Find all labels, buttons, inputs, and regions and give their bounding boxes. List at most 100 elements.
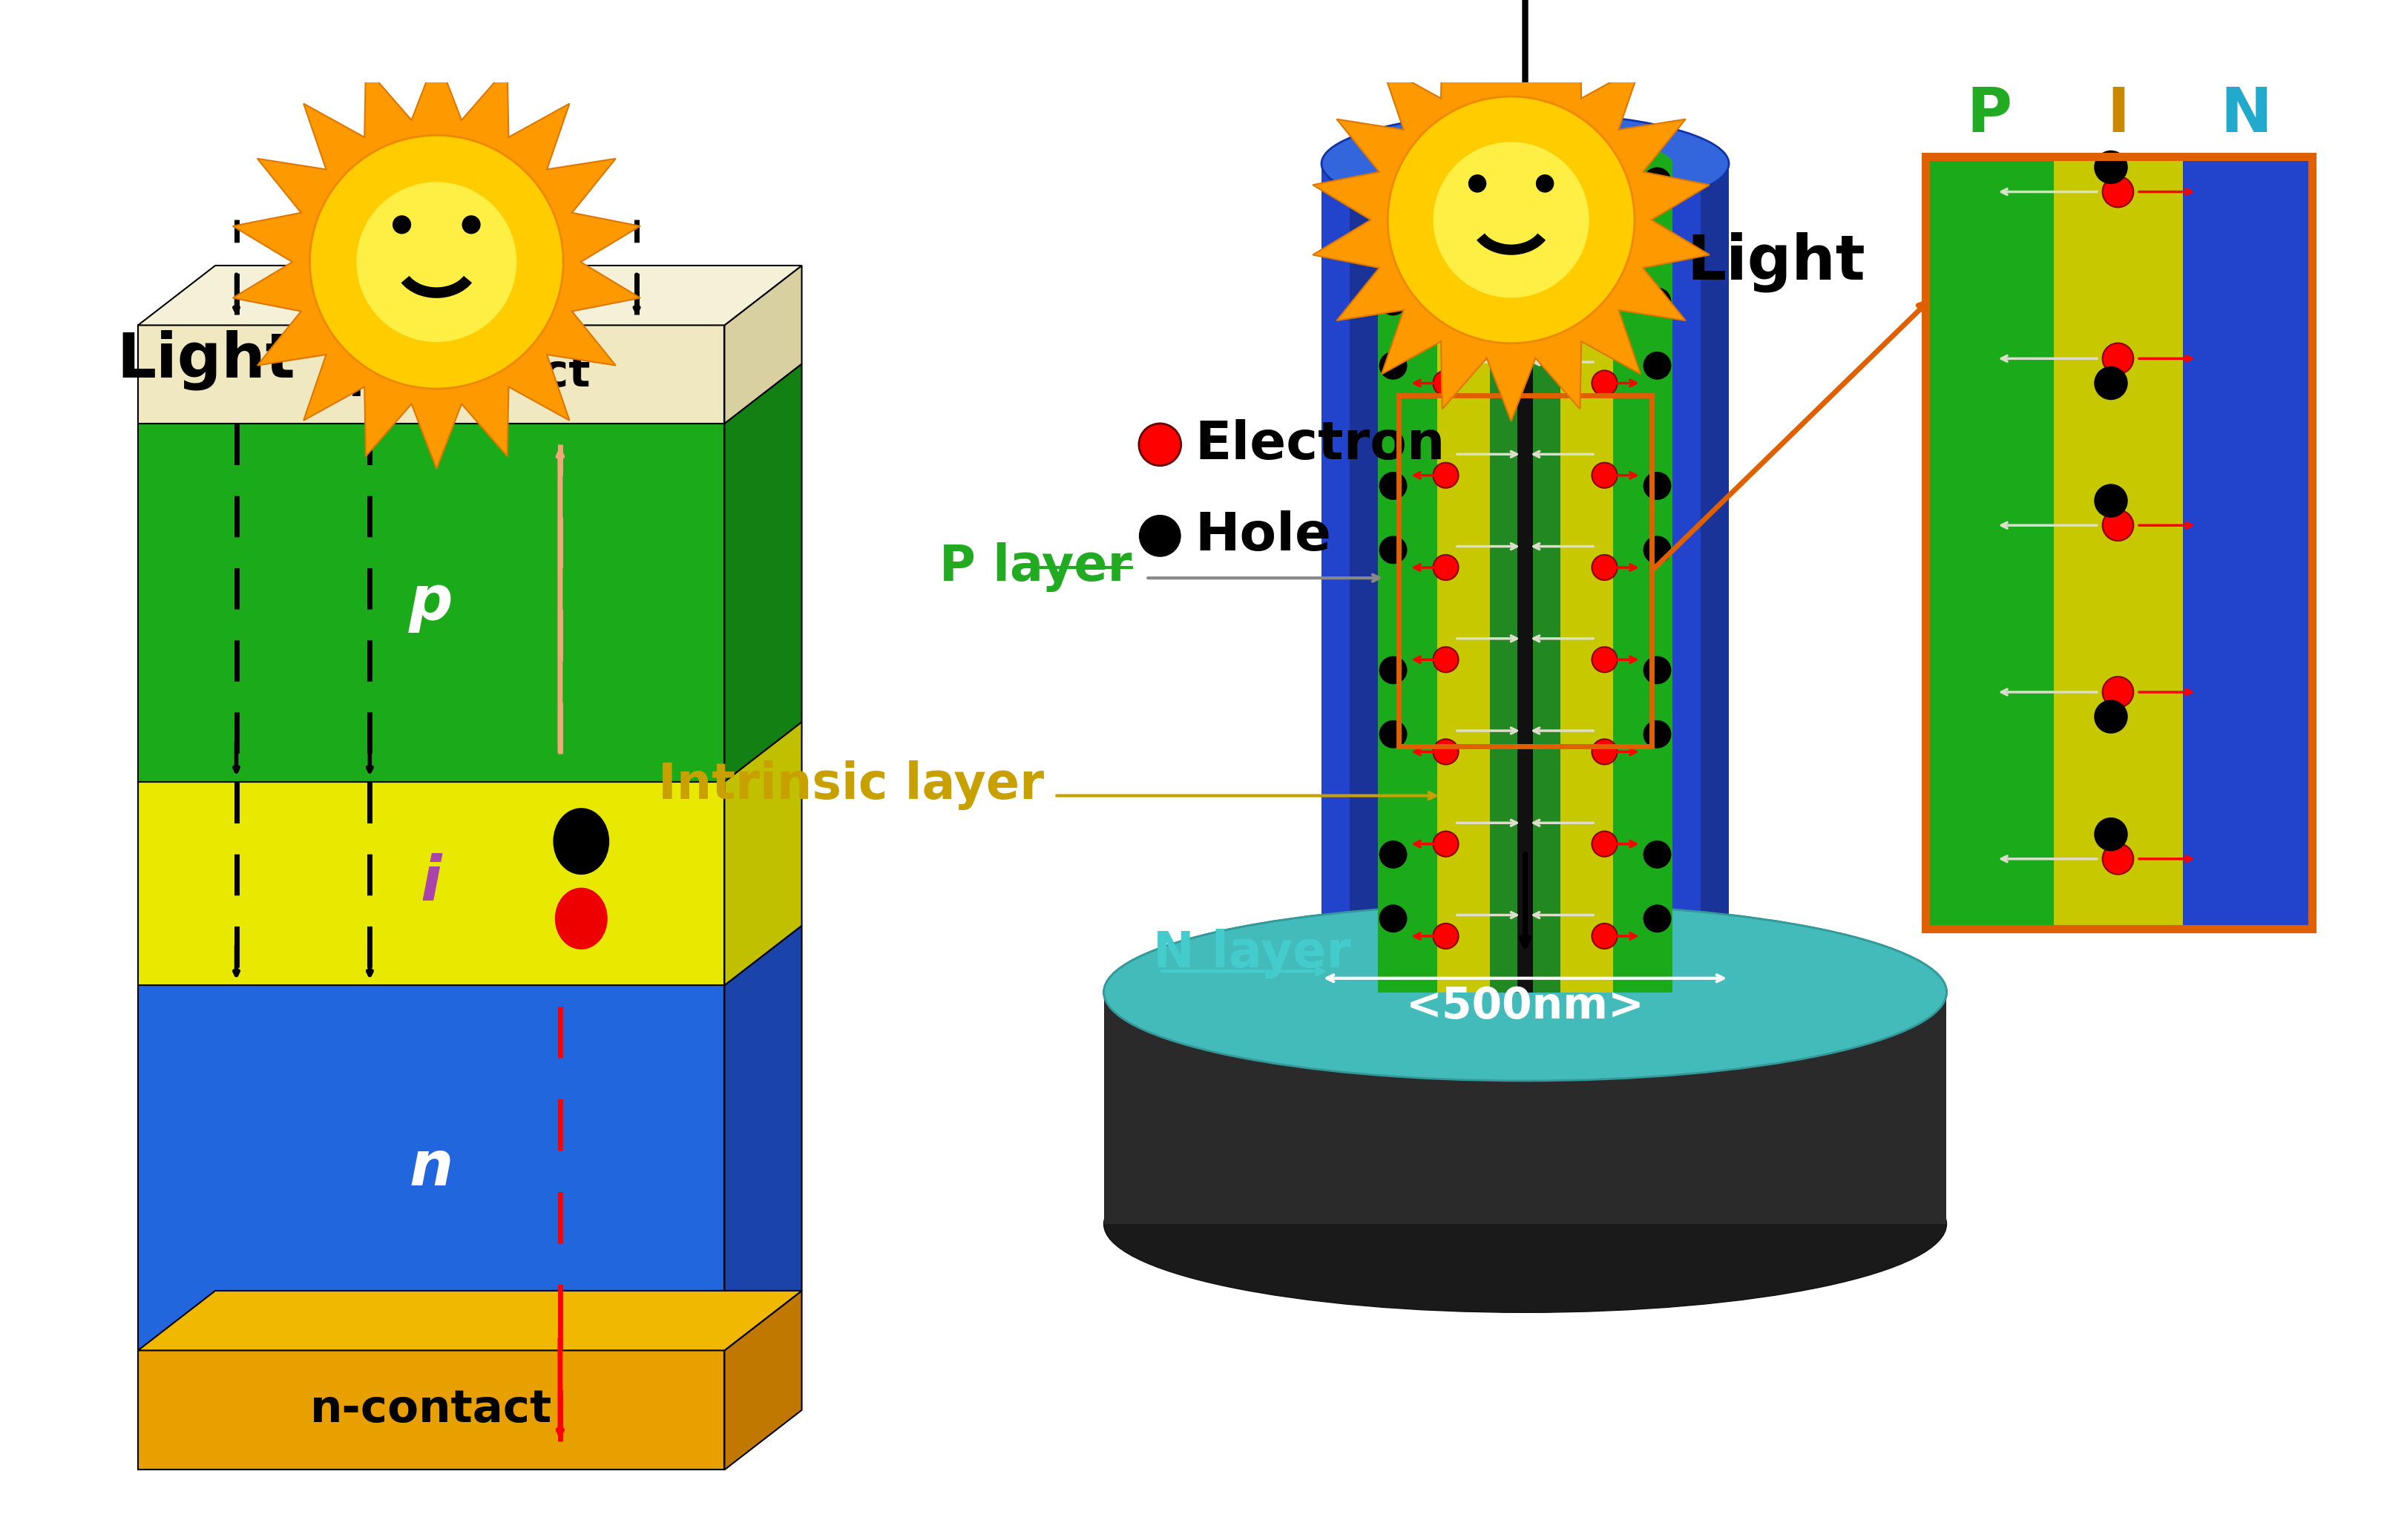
Circle shape: [1644, 904, 1670, 933]
Circle shape: [1644, 288, 1670, 316]
Circle shape: [1379, 288, 1408, 316]
Circle shape: [2104, 844, 2133, 875]
Polygon shape: [725, 926, 802, 1351]
Circle shape: [1591, 554, 1618, 581]
Bar: [137, 424, 725, 782]
Circle shape: [2094, 151, 2128, 185]
Circle shape: [1379, 656, 1408, 684]
Circle shape: [1432, 142, 1589, 297]
Circle shape: [1432, 924, 1459, 949]
Polygon shape: [725, 1291, 802, 1469]
Circle shape: [2094, 699, 2128, 733]
Ellipse shape: [1105, 904, 1947, 1081]
Text: i: i: [421, 853, 440, 913]
Text: Hole: Hole: [1194, 510, 1331, 562]
Circle shape: [1379, 841, 1408, 869]
Circle shape: [1432, 371, 1459, 396]
Text: I: I: [2106, 85, 2130, 145]
Text: N: N: [2222, 85, 2272, 145]
Bar: [137, 986, 725, 1351]
Circle shape: [392, 216, 412, 234]
Circle shape: [1432, 739, 1459, 764]
Text: P layer: P layer: [939, 542, 1131, 593]
Polygon shape: [233, 55, 640, 468]
Circle shape: [1139, 424, 1182, 465]
Bar: [1321, 163, 1728, 992]
Circle shape: [1139, 514, 1182, 557]
Circle shape: [1389, 97, 1634, 343]
Text: p: p: [409, 573, 453, 633]
Circle shape: [1432, 647, 1459, 673]
Circle shape: [1591, 186, 1618, 211]
Ellipse shape: [556, 887, 607, 950]
Bar: [2183, 157, 2316, 929]
Circle shape: [1432, 462, 1459, 488]
Circle shape: [1468, 174, 1488, 192]
Bar: [1516, 80, 1533, 992]
Circle shape: [1432, 554, 1459, 581]
Circle shape: [1591, 647, 1618, 673]
Bar: [1437, 163, 1613, 992]
Circle shape: [462, 216, 481, 234]
Circle shape: [1591, 739, 1618, 764]
Circle shape: [1379, 471, 1408, 500]
Circle shape: [1644, 656, 1670, 684]
Text: Light: Light: [118, 330, 296, 391]
Text: Electron: Electron: [1194, 419, 1444, 470]
Bar: [137, 782, 725, 986]
Polygon shape: [725, 265, 802, 424]
Polygon shape: [725, 722, 802, 986]
Circle shape: [1379, 904, 1408, 933]
Bar: [1702, 163, 1728, 992]
Circle shape: [356, 182, 518, 342]
Circle shape: [2104, 343, 2133, 374]
Circle shape: [1591, 924, 1618, 949]
Circle shape: [1379, 168, 1408, 196]
Polygon shape: [137, 1291, 802, 1351]
Polygon shape: [725, 363, 802, 782]
Ellipse shape: [1490, 157, 1560, 171]
Bar: [2053, 157, 2183, 929]
Circle shape: [1536, 174, 1555, 192]
Bar: [1926, 157, 2311, 929]
Bar: [1377, 163, 1673, 992]
Ellipse shape: [1321, 112, 1728, 214]
Circle shape: [1644, 471, 1670, 500]
Text: p-contact: p-contact: [349, 353, 590, 396]
Bar: [1350, 163, 1377, 992]
Circle shape: [2094, 484, 2128, 517]
Circle shape: [2094, 367, 2128, 400]
Circle shape: [1644, 351, 1670, 380]
Text: n-contact: n-contact: [311, 1388, 551, 1432]
Bar: [1105, 992, 1947, 1224]
Text: Intrinsic layer: Intrinsic layer: [657, 761, 1045, 810]
Bar: [1398, 396, 1651, 747]
Circle shape: [1644, 168, 1670, 196]
Text: n: n: [409, 1138, 453, 1198]
Ellipse shape: [1437, 146, 1613, 182]
Circle shape: [1432, 186, 1459, 211]
Text: Light: Light: [1687, 233, 1865, 293]
Ellipse shape: [1105, 1135, 1947, 1312]
Circle shape: [1591, 832, 1618, 856]
Polygon shape: [1312, 18, 1709, 422]
Circle shape: [311, 136, 563, 388]
Circle shape: [1432, 832, 1459, 856]
Bar: [1490, 163, 1560, 992]
Ellipse shape: [554, 808, 609, 875]
Circle shape: [1591, 462, 1618, 488]
Circle shape: [2094, 818, 2128, 852]
Circle shape: [1644, 536, 1670, 564]
Circle shape: [1379, 351, 1408, 380]
Circle shape: [1591, 279, 1618, 303]
Text: <500nm>: <500nm>: [1406, 986, 1644, 1027]
Circle shape: [1432, 279, 1459, 303]
Bar: [137, 325, 725, 424]
Bar: [137, 1351, 725, 1469]
Polygon shape: [137, 265, 802, 325]
Circle shape: [2104, 177, 2133, 208]
Circle shape: [1644, 721, 1670, 748]
Circle shape: [1591, 371, 1618, 396]
Bar: [1926, 157, 2053, 929]
Text: P: P: [1967, 85, 2012, 145]
